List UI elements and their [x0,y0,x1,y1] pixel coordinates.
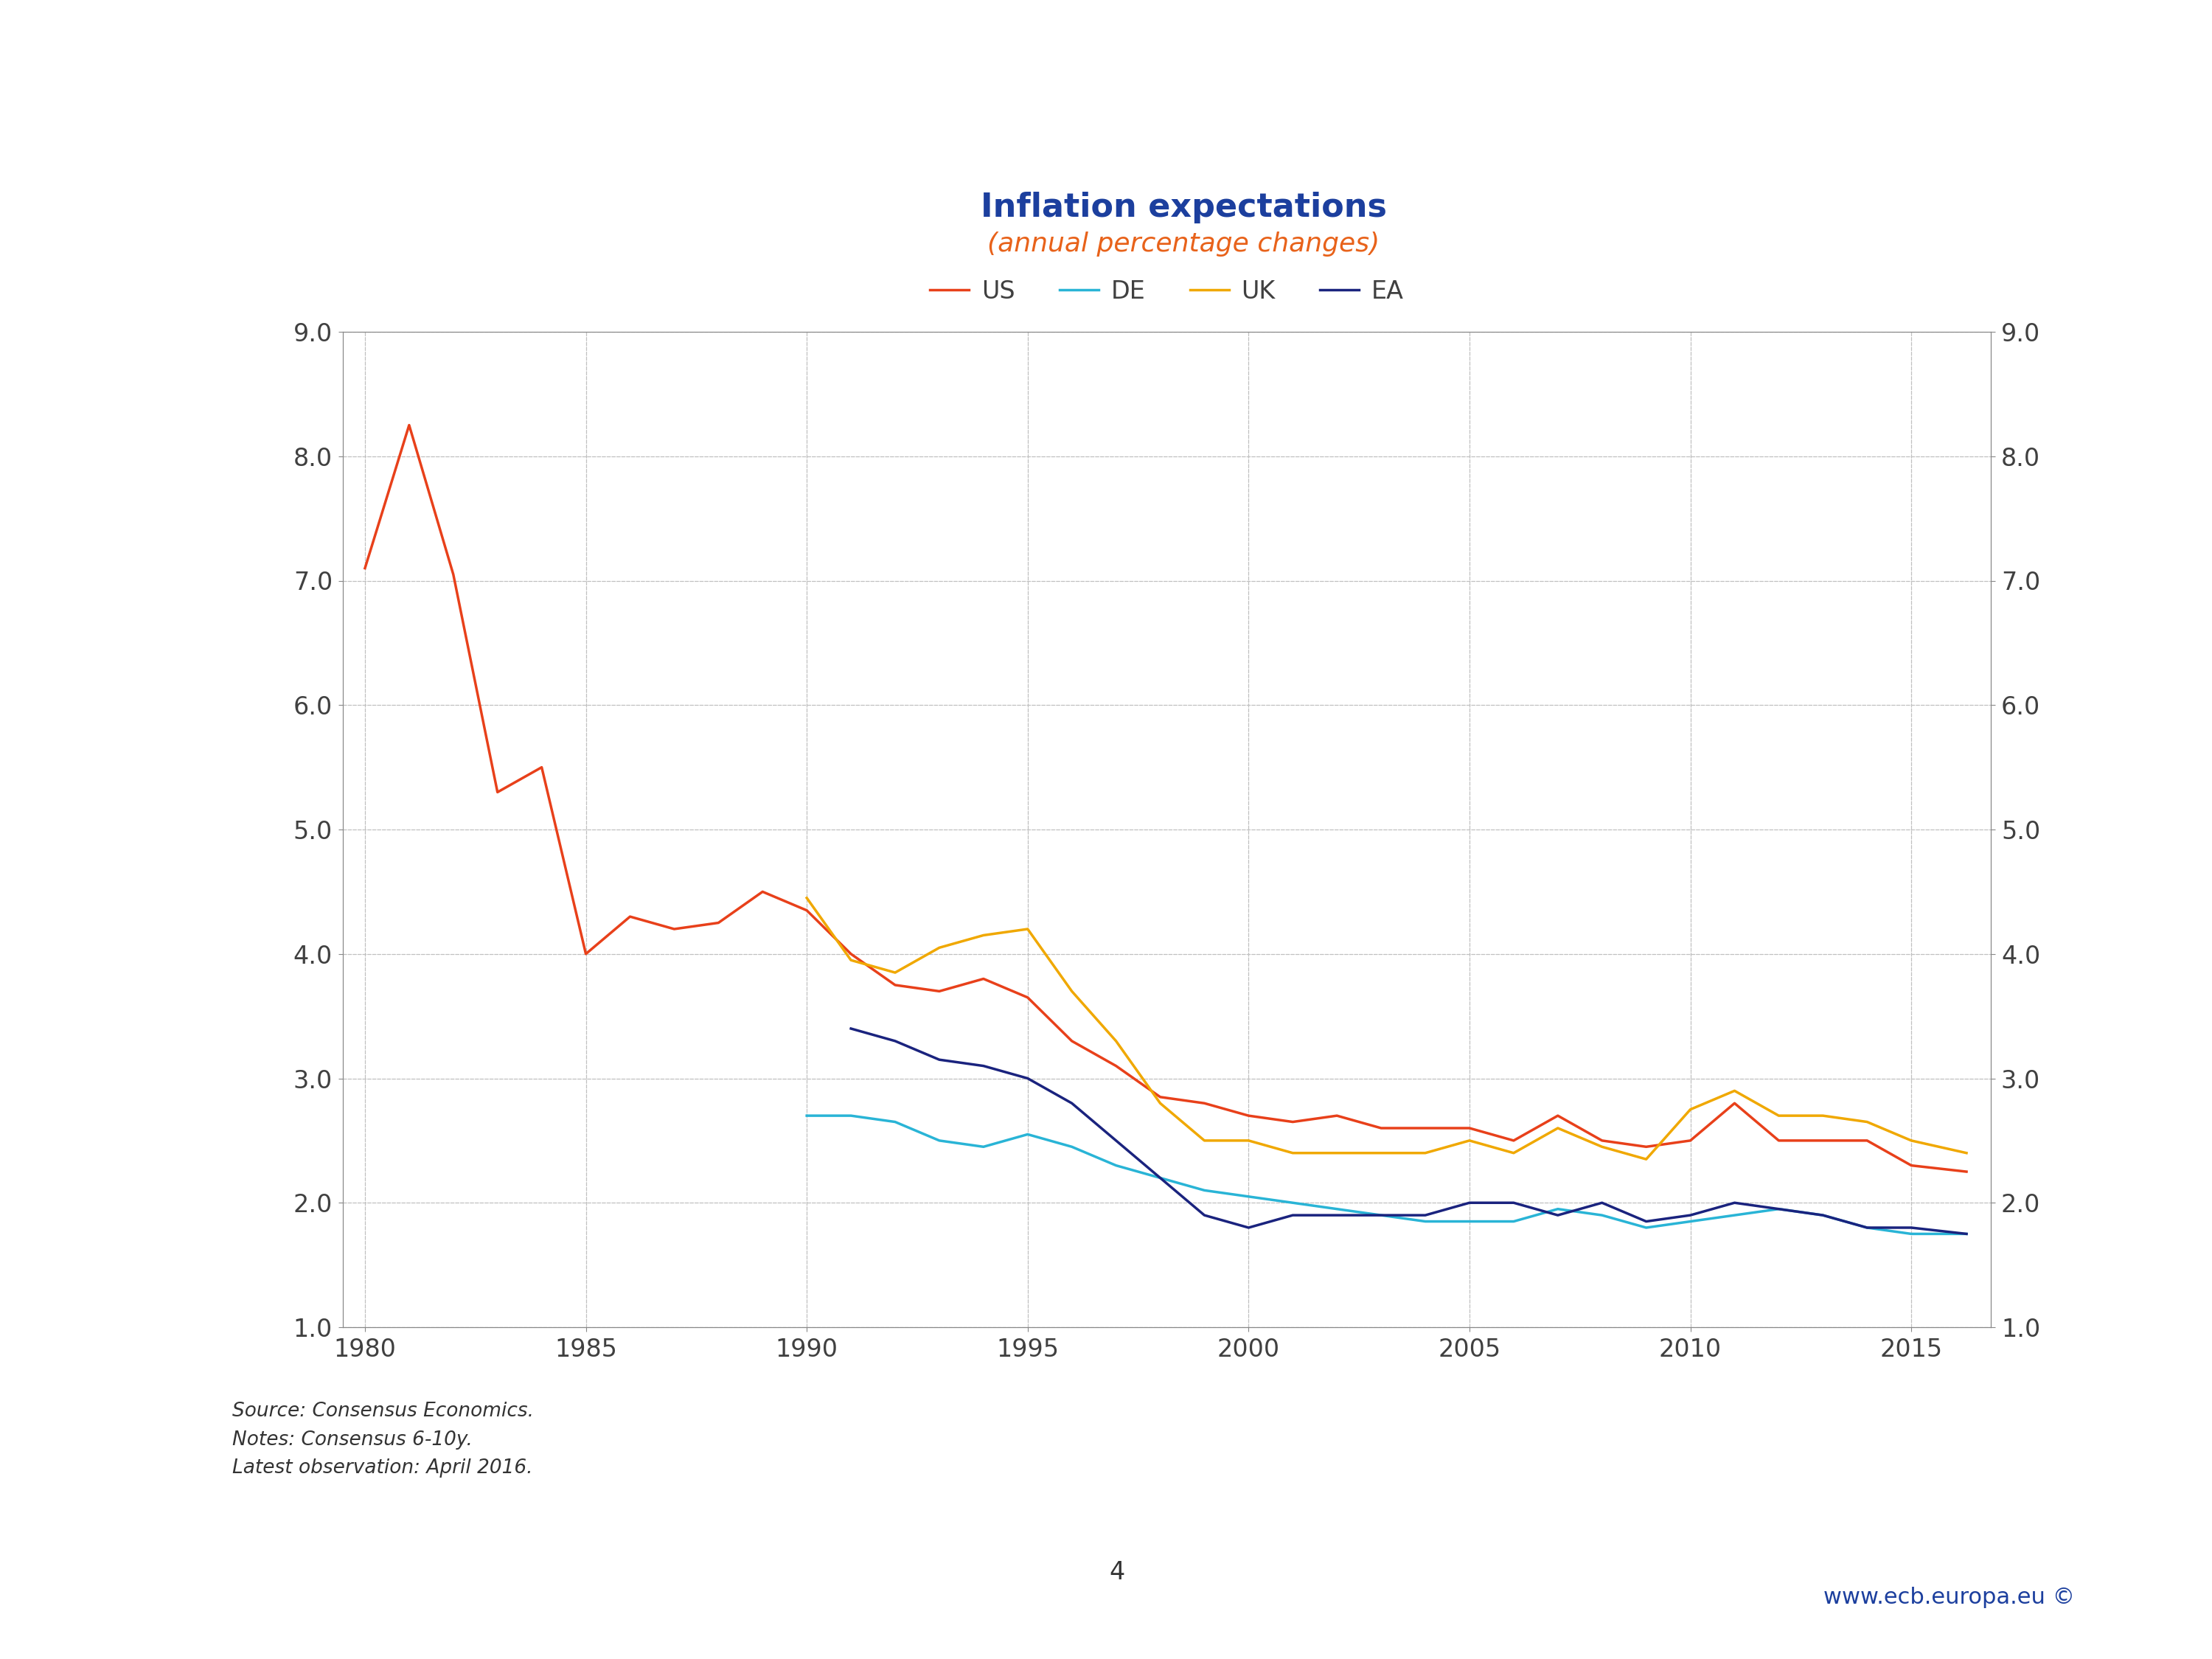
Text: Notes: Consensus 6-10y.: Notes: Consensus 6-10y. [232,1430,473,1450]
Text: 4: 4 [1108,1561,1126,1584]
Text: Source: Consensus Economics.: Source: Consensus Economics. [232,1402,533,1422]
Text: Latest observation: April 2016.: Latest observation: April 2016. [232,1458,533,1478]
Text: www.ecb.europa.eu ©: www.ecb.europa.eu © [1823,1588,2075,1608]
Text: Inflation expectations: Inflation expectations [980,191,1387,224]
Legend: US, DE, UK, EA: US, DE, UK, EA [920,269,1413,314]
Text: (annual percentage changes): (annual percentage changes) [987,231,1380,257]
Text: Long-term inflation expectations: Long-term inflation expectations [38,40,759,78]
